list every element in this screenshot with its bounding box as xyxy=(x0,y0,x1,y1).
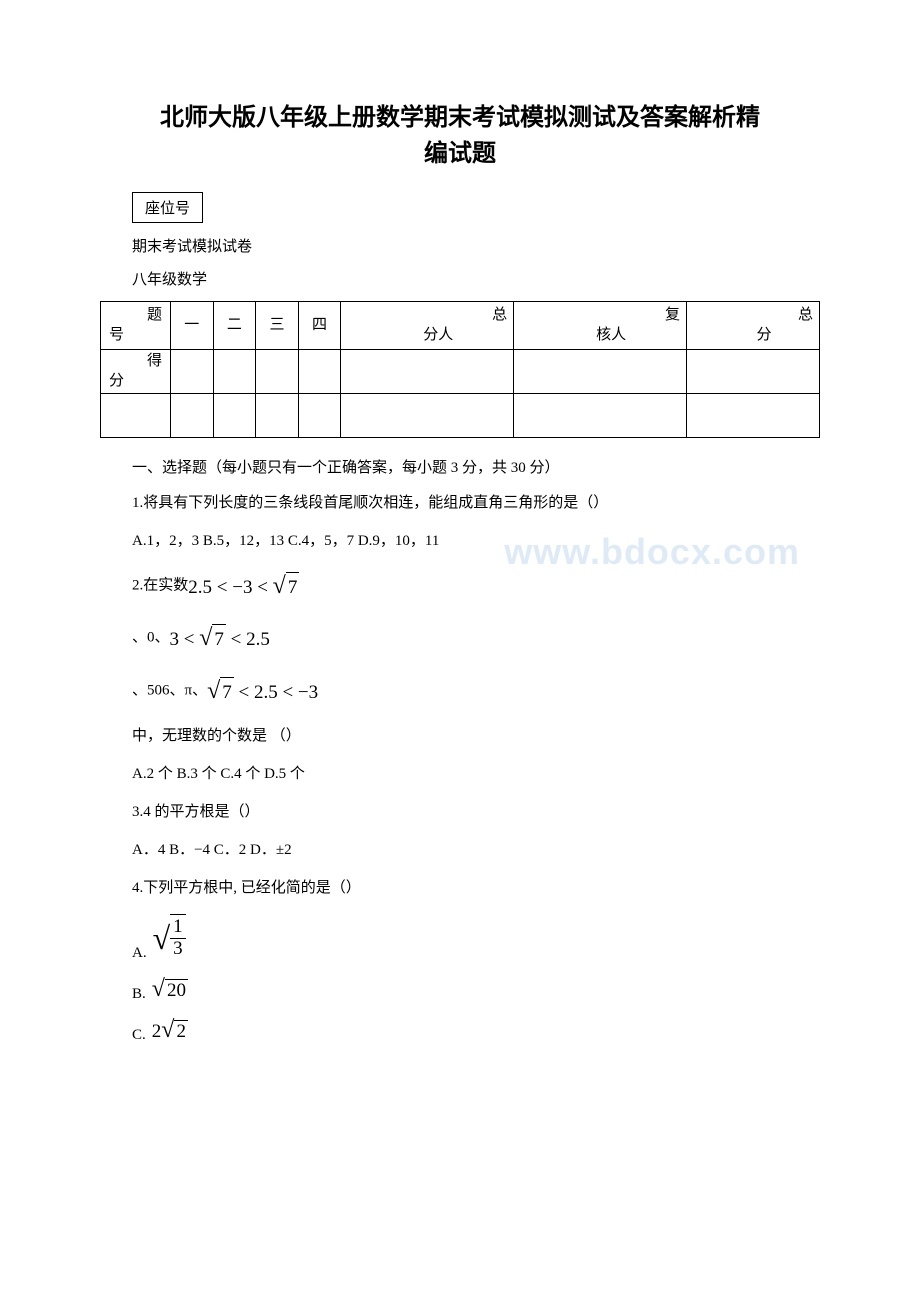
table-cell xyxy=(687,350,820,394)
table-cell xyxy=(687,394,820,438)
table-cell xyxy=(213,394,256,438)
question-2-options: A.2 个 B.3 个 C.4 个 D.5 个 xyxy=(100,762,820,786)
table-cell xyxy=(101,394,171,438)
math-expression-2sqrt2: 2√2 xyxy=(152,1017,188,1044)
table-cell xyxy=(514,350,687,394)
math-expression: 3 < √7 < 2.5 xyxy=(170,629,270,650)
title-line2: 编试题 xyxy=(100,136,820,172)
table-cell-row-label: 题 号 xyxy=(101,302,171,350)
seat-label: 座位号 xyxy=(145,201,190,217)
watermark-text: www.bdocx.com xyxy=(504,523,800,581)
score-table: 题 号 一 二 三 四 总 分人 复 核人 总 分 得 分 xyxy=(100,301,820,438)
math-expression-sqrt20: √20 xyxy=(152,976,188,1003)
table-row: 题 号 一 二 三 四 总 分人 复 核人 总 分 xyxy=(101,302,820,350)
table-cell xyxy=(171,350,214,394)
question-4-option-c: C. 2√2 xyxy=(100,1017,820,1044)
section-a-header: 一、选择题（每小题只有一个正确答案，每小题 3 分，共 30 分） xyxy=(100,456,820,477)
table-row: 得 分 xyxy=(101,350,820,394)
exam-grade-subject: 八年级数学 xyxy=(100,268,820,289)
question-3-options: A．4 B．−4 C．2 D．±2 xyxy=(100,838,820,862)
table-cell-row-label: 得 分 xyxy=(101,350,171,394)
table-cell xyxy=(213,350,256,394)
table-cell: 四 xyxy=(298,302,341,350)
table-cell: 复 核人 xyxy=(514,302,687,350)
title-line1: 北师大版八年级上册数学期末考试模拟测试及答案解析精 xyxy=(100,100,820,136)
table-cell xyxy=(341,394,514,438)
table-cell: 总 分 xyxy=(687,302,820,350)
math-expression: 2.5 < −3 < √7 xyxy=(188,577,299,598)
question-1-options: www.bdocx.com A.1，2，3 B.5，12，13 C.4，5，7 … xyxy=(100,529,820,553)
document-title: 北师大版八年级上册数学期末考试模拟测试及答案解析精 编试题 xyxy=(100,100,820,172)
table-cell: 三 xyxy=(256,302,299,350)
question-4-option-a: A. √ 13 xyxy=(100,914,820,962)
question-3: 3.4 的平方根是（） xyxy=(100,800,820,824)
table-cell xyxy=(256,350,299,394)
question-2-line2: 、0、3 < √7 < 2.5 xyxy=(100,619,820,657)
table-cell: 一 xyxy=(171,302,214,350)
question-2-tail: 中，无理数的个数是 （） xyxy=(100,724,820,748)
table-row xyxy=(101,394,820,438)
table-cell xyxy=(298,394,341,438)
table-cell xyxy=(256,394,299,438)
seat-number-box: 座位号 xyxy=(132,192,203,223)
math-expression-sqrt-frac: √ 13 xyxy=(153,914,186,962)
table-cell: 总 分人 xyxy=(341,302,514,350)
table-cell xyxy=(514,394,687,438)
question-2-line3: 、506、π、√7 < 2.5 < −3 xyxy=(100,672,820,710)
table-cell: 二 xyxy=(213,302,256,350)
exam-subtitle: 期末考试模拟试卷 xyxy=(100,235,820,256)
table-cell xyxy=(341,350,514,394)
table-cell xyxy=(171,394,214,438)
math-expression: √7 < 2.5 < −3 xyxy=(207,682,318,703)
question-1: 1.将具有下列长度的三条线段首尾顺次相连，能组成直角三角形的是（） xyxy=(100,491,820,515)
question-4: 4.下列平方根中, 已经化简的是（） xyxy=(100,876,820,900)
question-4-option-b: B. √20 xyxy=(100,976,820,1003)
table-cell xyxy=(298,350,341,394)
